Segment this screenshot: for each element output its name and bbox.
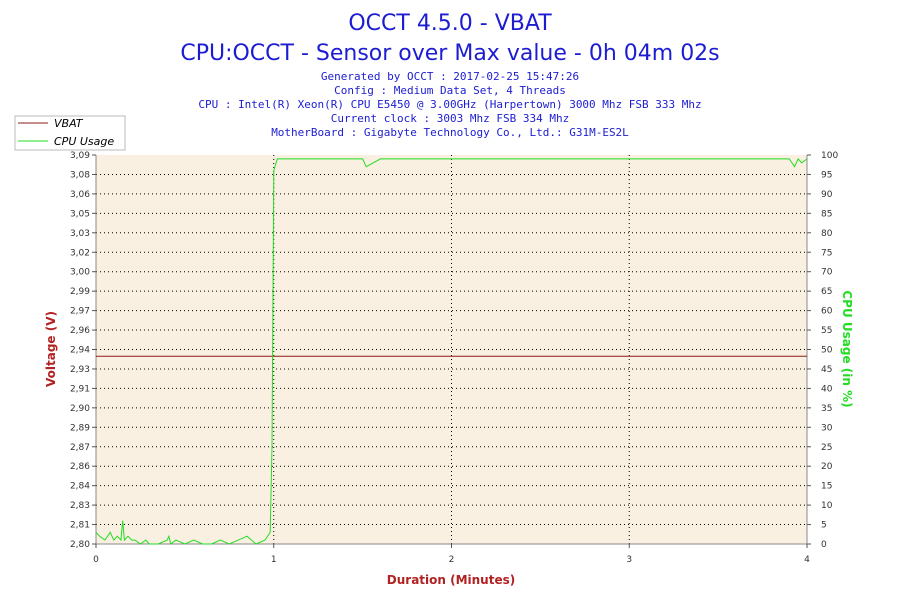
y-tick-label: 3,03: [70, 229, 90, 239]
series: [95, 158, 808, 545]
y-tick-label: 2,94: [70, 346, 90, 356]
y2-tick-label: 5: [821, 521, 827, 531]
legend-box: [14, 115, 126, 151]
x-tick-label: 4: [804, 555, 810, 565]
y2-tick-label: 80: [821, 229, 833, 239]
chart-subtitle: CPU:OCCT - Sensor over Max value - 0h 04…: [180, 41, 719, 66]
x-tick-label: 0: [93, 555, 99, 565]
legend-label-vbat: VBAT: [54, 117, 84, 130]
y2-tick-label: 75: [821, 248, 832, 258]
y-tick-label: 2,84: [70, 482, 90, 492]
y2-tick-label: 40: [821, 384, 833, 394]
y2-tick-label: 10: [821, 501, 833, 511]
y2-tick-label: 70: [821, 268, 833, 278]
info-clock: Current clock : 3003 Mhz FSB 334 Mhz: [331, 112, 569, 125]
y-tick-label: 2,81: [70, 521, 90, 531]
x-tick-label: 3: [626, 555, 632, 565]
info-motherboard: MotherBoard : Gigabyte Technology Co., L…: [271, 126, 629, 139]
legend-label-cpu-usage: CPU Usage: [54, 135, 114, 148]
y2-tick-label: 35: [821, 404, 832, 414]
y-tick-label: 2,99: [70, 287, 90, 297]
y2-tick-label: 15: [821, 482, 832, 492]
info-cpu: CPU : Intel(R) Xeon(R) CPU E5450 @ 3.00G…: [198, 98, 701, 111]
y-tick-label: 2,93: [70, 365, 90, 375]
y-tick-label: 2,86: [70, 462, 90, 472]
y-tick-label: 3,00: [70, 268, 90, 278]
y-tick-label: 2,80: [70, 540, 90, 550]
y2-tick-label: 0: [821, 540, 827, 550]
y-tick-label: 3,08: [70, 170, 90, 180]
y-tick-label: 3,06: [70, 190, 90, 200]
y2-tick-label: 25: [821, 443, 832, 453]
y-tick-label: 3,05: [70, 209, 90, 219]
series-line-cpu-usage: [95, 158, 808, 545]
y-tick-label: 2,91: [70, 384, 90, 394]
y2-tick-label: 85: [821, 209, 832, 219]
info-generated: Generated by OCCT : 2017-02-25 15:47:26: [321, 70, 579, 83]
y-axis-left: 2,80 2,81 2,83 2,84 2,86 2,87 2,89 2,90 2,91 2,93…: [70, 151, 96, 550]
y-axis-right: 0 5 10 15 20 25 30 35 40 45 50 55 60 65 70 75 80 85 90 95 10…: [807, 151, 838, 550]
y-tick-label: 2,96: [70, 326, 90, 336]
x-axis-title: Duration (Minutes): [387, 573, 515, 587]
y2-tick-label: 20: [821, 462, 833, 472]
grid: [95, 155, 808, 545]
y2-tick-label: 30: [821, 423, 833, 433]
y2-tick-label: 60: [821, 307, 833, 317]
y-tick-label: 2,97: [70, 307, 90, 317]
y2-tick-label: 50: [821, 346, 833, 356]
y-axis-right-title: CPU Usage (in %): [840, 290, 854, 407]
y2-tick-label: 90: [821, 190, 833, 200]
y2-tick-label: 95: [821, 170, 832, 180]
y-tick-label: 2,89: [70, 423, 90, 433]
y-tick-label: 2,90: [70, 404, 90, 414]
x-tick-label: 2: [449, 555, 455, 565]
legend: VBAT CPU Usage: [14, 115, 126, 151]
y2-tick-label: 45: [821, 365, 832, 375]
y2-tick-label: 65: [821, 287, 832, 297]
x-tick-label: 1: [271, 555, 277, 565]
x-axis: 0 1 2 3 4: [93, 544, 810, 565]
y2-tick-label: 100: [821, 151, 838, 161]
chart-title: OCCT 4.5.0 - VBAT: [348, 11, 552, 36]
y2-tick-label: 55: [821, 326, 832, 336]
info-config: Config : Medium Data Set, 4 Threads: [334, 84, 566, 97]
y-axis-left-title: Voltage (V): [44, 311, 58, 387]
y-tick-label: 3,09: [70, 151, 90, 161]
y-tick-label: 2,83: [70, 501, 90, 511]
y-tick-label: 2,87: [70, 443, 90, 453]
y-tick-label: 3,02: [70, 248, 90, 258]
